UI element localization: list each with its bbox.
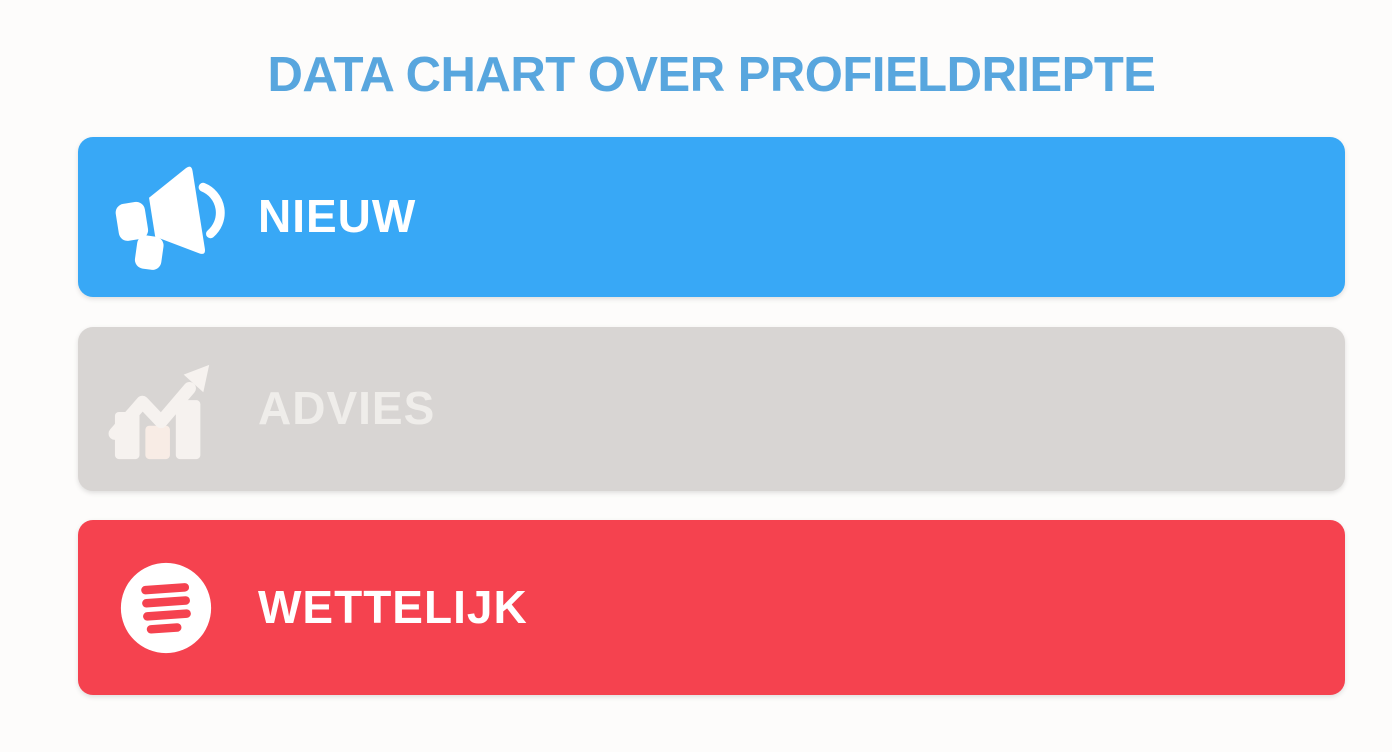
bar-wettelijk[interactable]: WETTELIJK (78, 520, 1345, 695)
bar-advies[interactable]: ADVIES (78, 327, 1345, 491)
list-lines-icon (104, 548, 228, 668)
bar-nieuw-label: NIEUW (258, 189, 417, 242)
megaphone-icon (104, 157, 228, 277)
bar-advies-label: ADVIES (258, 381, 436, 434)
bar-nieuw[interactable]: NIEUW (78, 137, 1345, 297)
page-title: DATA CHART OVER PROFIELDRIEPTE (267, 48, 1156, 102)
bar-chart-trending-up-icon (104, 349, 228, 469)
bar-wettelijk-label: WETTELIJK (258, 580, 528, 633)
